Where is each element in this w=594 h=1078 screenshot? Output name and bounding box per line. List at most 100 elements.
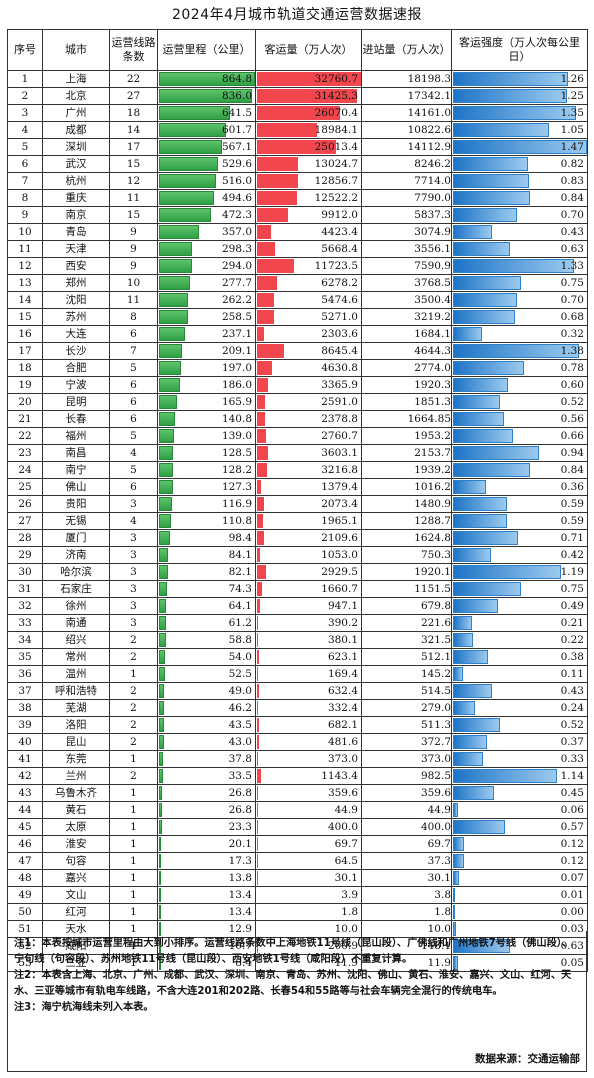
passenger-bar bbox=[257, 565, 267, 579]
passenger-bar bbox=[257, 361, 272, 375]
intensity-value: 0.84 bbox=[560, 192, 584, 204]
row-index: 46 bbox=[7, 835, 43, 853]
row-city: 南宁 bbox=[42, 461, 110, 479]
table-row: 14 沈阳 11 262.2 5474.6 3500.4 0.70 bbox=[7, 291, 588, 309]
row-station-entries: 148.1 bbox=[361, 937, 452, 955]
header-mileage: 运营里程（公里） bbox=[157, 29, 256, 71]
intensity-bar bbox=[453, 140, 587, 154]
passenger-bar bbox=[257, 412, 265, 426]
row-passengers: 2929.5 bbox=[255, 563, 362, 581]
table-row: 16 大连 6 237.1 2303.6 1684.1 0.32 bbox=[7, 325, 588, 343]
intensity-bar bbox=[453, 497, 507, 511]
row-intensity: 0.33 bbox=[451, 750, 588, 768]
table-row: 3 广州 18 641.5 26070.4 14161.0 1.35 bbox=[7, 104, 588, 122]
data-source: 数据来源：交通运输部 bbox=[475, 1053, 580, 1065]
mileage-value: 58.8 bbox=[228, 634, 252, 646]
row-lines: 11 bbox=[109, 291, 158, 309]
mileage-value: 37.8 bbox=[228, 753, 252, 765]
mileage-bar bbox=[159, 497, 172, 511]
row-lines: 6 bbox=[109, 410, 158, 428]
passenger-bar bbox=[257, 310, 274, 324]
row-lines: 3 bbox=[109, 614, 158, 632]
row-passengers: 4423.4 bbox=[255, 223, 362, 241]
intensity-bar bbox=[453, 208, 517, 222]
row-index: 12 bbox=[7, 257, 43, 275]
row-index: 4 bbox=[7, 121, 43, 139]
row-station-entries: 10822.6 bbox=[361, 121, 452, 139]
intensity-bar bbox=[453, 803, 459, 817]
row-city: 黄石 bbox=[42, 801, 110, 819]
row-passengers: 11.9 bbox=[255, 954, 362, 972]
passenger-value: 1660.7 bbox=[321, 583, 358, 595]
intensity-bar bbox=[453, 548, 492, 562]
row-station-entries: 1288.7 bbox=[361, 512, 452, 530]
row-intensity: 0.83 bbox=[451, 172, 588, 190]
row-lines: 1 bbox=[109, 784, 158, 802]
row-mileage: 128.2 bbox=[157, 461, 256, 479]
row-intensity: 0.94 bbox=[451, 444, 588, 462]
mileage-value: 209.1 bbox=[221, 345, 252, 357]
mileage-value: 10.7 bbox=[228, 940, 252, 952]
intensity-value: 0.70 bbox=[560, 209, 584, 221]
passenger-value: 8645.4 bbox=[321, 345, 358, 357]
row-index: 34 bbox=[7, 631, 43, 649]
intensity-value: 1.35 bbox=[560, 107, 584, 119]
passenger-bar bbox=[257, 820, 259, 834]
row-station-entries: 1.8 bbox=[361, 903, 452, 921]
row-passengers: 169.4 bbox=[255, 665, 362, 683]
passenger-bar bbox=[257, 395, 266, 409]
row-mileage: 46.2 bbox=[157, 699, 256, 717]
table-row: 29 济南 3 84.1 1053.0 750.3 0.42 bbox=[7, 546, 588, 564]
passenger-bar bbox=[257, 633, 259, 647]
row-passengers: 2760.7 bbox=[255, 427, 362, 445]
row-intensity: 0.59 bbox=[451, 495, 588, 513]
row-station-entries: 3500.4 bbox=[361, 291, 452, 309]
row-passengers: 947.1 bbox=[255, 597, 362, 615]
row-mileage: 98.4 bbox=[157, 529, 256, 547]
mileage-bar bbox=[159, 803, 162, 817]
row-city: 天津 bbox=[42, 240, 110, 258]
table-row: 25 佛山 6 127.3 1379.4 1016.2 0.36 bbox=[7, 478, 588, 496]
mileage-bar bbox=[159, 412, 175, 426]
table-row: 47 句容 1 17.3 64.5 37.3 0.12 bbox=[7, 852, 588, 870]
intensity-bar bbox=[453, 684, 493, 698]
passenger-bar bbox=[257, 650, 259, 664]
row-city: 徐州 bbox=[42, 597, 110, 615]
intensity-value: 0.66 bbox=[560, 430, 584, 442]
passenger-bar bbox=[257, 327, 265, 341]
passenger-value: 1379.4 bbox=[321, 481, 358, 493]
mileage-bar bbox=[159, 871, 161, 885]
intensity-bar bbox=[453, 888, 455, 902]
intensity-bar bbox=[453, 412, 505, 426]
row-mileage: 26.8 bbox=[157, 801, 256, 819]
row-index: 15 bbox=[7, 308, 43, 326]
intensity-value: 1.19 bbox=[560, 566, 584, 578]
row-mileage: 298.3 bbox=[157, 240, 256, 258]
row-city: 淮安 bbox=[42, 835, 110, 853]
intensity-bar bbox=[453, 769, 557, 783]
intensity-value: 0.70 bbox=[560, 294, 584, 306]
row-index: 16 bbox=[7, 325, 43, 343]
intensity-value: 0.60 bbox=[560, 379, 584, 391]
row-intensity: 0.05 bbox=[451, 954, 588, 972]
row-passengers: 359.6 bbox=[255, 784, 362, 802]
row-mileage: 567.1 bbox=[157, 138, 256, 156]
passenger-value: 25013.4 bbox=[314, 141, 358, 153]
row-intensity: 0.84 bbox=[451, 461, 588, 479]
intensity-bar bbox=[453, 480, 486, 494]
row-index: 24 bbox=[7, 461, 43, 479]
passenger-value: 18984.1 bbox=[314, 124, 358, 136]
row-city: 郑州 bbox=[42, 274, 110, 292]
mileage-bar bbox=[159, 395, 178, 409]
mileage-value: 472.3 bbox=[221, 209, 252, 221]
passenger-value: 69.7 bbox=[334, 838, 358, 850]
row-mileage: 262.2 bbox=[157, 291, 256, 309]
intensity-value: 0.78 bbox=[560, 362, 584, 374]
row-index: 44 bbox=[7, 801, 43, 819]
row-station-entries: 7590.9 bbox=[361, 257, 452, 275]
row-index: 48 bbox=[7, 869, 43, 887]
header-index: 序号 bbox=[7, 29, 43, 71]
row-mileage: 110.8 bbox=[157, 512, 256, 530]
row-station-entries: 514.5 bbox=[361, 682, 452, 700]
